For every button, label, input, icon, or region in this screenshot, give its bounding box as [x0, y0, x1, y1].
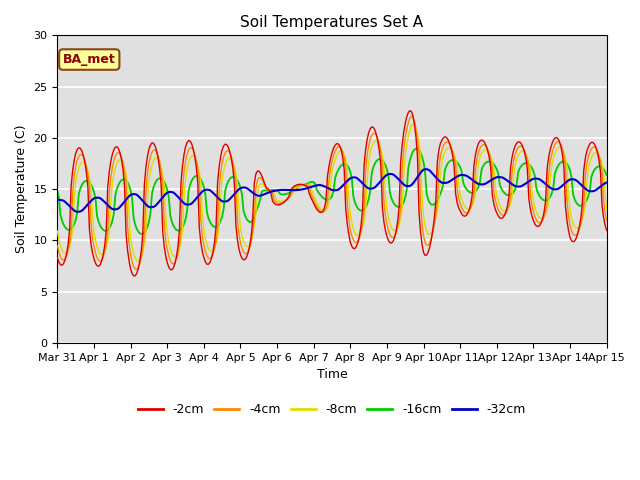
Y-axis label: Soil Temperature (C): Soil Temperature (C) [15, 125, 28, 253]
X-axis label: Time: Time [317, 368, 348, 381]
Legend: -2cm, -4cm, -8cm, -16cm, -32cm: -2cm, -4cm, -8cm, -16cm, -32cm [133, 398, 531, 421]
Text: BA_met: BA_met [63, 53, 116, 66]
Title: Soil Temperatures Set A: Soil Temperatures Set A [241, 15, 424, 30]
